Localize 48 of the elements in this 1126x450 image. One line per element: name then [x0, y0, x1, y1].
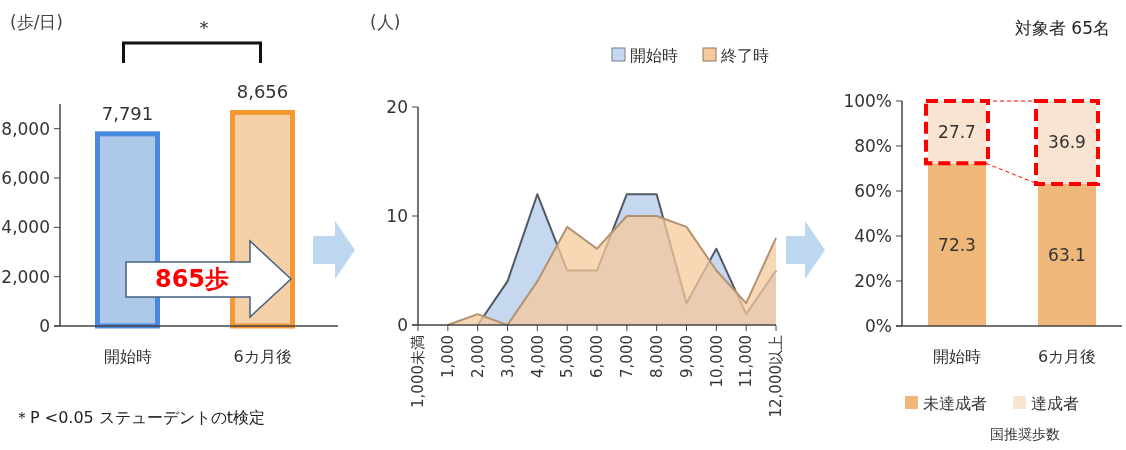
y-tick-label: 0: [397, 314, 408, 335]
x-tick-label: 9,000: [677, 335, 696, 378]
y-tick-label: 20: [386, 96, 408, 117]
y-tick-label: 6,000: [1, 167, 50, 188]
data-label: 72.3: [938, 234, 976, 255]
y-tick-label: 60%: [854, 180, 892, 201]
y-axis-title: (歩/日): [10, 12, 63, 32]
legend-label: 終了時: [720, 45, 769, 65]
x-tick-label: 開始時: [103, 347, 152, 366]
data-label: 36.9: [1048, 132, 1086, 153]
legend-label: 未達成者: [923, 393, 987, 413]
data-label: 63.1: [1048, 244, 1086, 265]
y-tick-label: 40%: [854, 225, 892, 246]
data-label: 7,791: [101, 102, 154, 124]
y-tick-label: 0: [39, 315, 50, 336]
data-label: 27.7: [938, 122, 976, 143]
annotation: 865歩: [154, 265, 230, 294]
x-tick-label: 4,000: [528, 335, 547, 378]
y-tick-label: 20%: [854, 270, 892, 291]
x-tick-label: 開始時: [933, 347, 981, 366]
x-tick-label: 12,000以上: [767, 335, 786, 418]
x-tick-label: 3,000: [498, 335, 517, 378]
legend-label: 達成者: [1031, 393, 1079, 413]
x-tick-label: 6,000: [588, 335, 607, 378]
x-tick-label: 7,000: [618, 335, 637, 378]
y-axis-title: (人): [370, 12, 401, 32]
text: ＊P <0.05 ステューデントのt検定: [14, 407, 266, 427]
x-tick-label: 6カ月後: [233, 347, 292, 366]
x-tick-label: 8,000: [647, 335, 666, 378]
y-tick-label: 0%: [865, 315, 892, 336]
x-tick-label: 5,000: [558, 335, 577, 378]
text: *: [199, 17, 209, 39]
x-tick-label: 1,000未満: [409, 335, 428, 408]
y-tick-label: 4,000: [1, 217, 50, 238]
text: 対象者 65名: [1014, 17, 1110, 38]
x-tick-label: 2,000: [468, 335, 487, 378]
y-tick-label: 8,000: [1, 118, 50, 139]
y-tick-label: 80%: [854, 135, 892, 156]
y-tick-label: 10: [386, 205, 408, 226]
x-tick-label: 11,000: [737, 335, 756, 388]
text: 国推奨歩数: [990, 425, 1060, 442]
y-tick-label: 2,000: [1, 266, 50, 287]
legend-label: 開始時: [630, 45, 678, 65]
x-tick-label: 10,000: [707, 335, 726, 388]
y-tick-label: 100%: [843, 90, 892, 111]
data-label: 8,656: [236, 81, 289, 103]
x-tick-label: 6カ月後: [1037, 347, 1097, 366]
x-tick-label: 1,000: [439, 335, 458, 378]
